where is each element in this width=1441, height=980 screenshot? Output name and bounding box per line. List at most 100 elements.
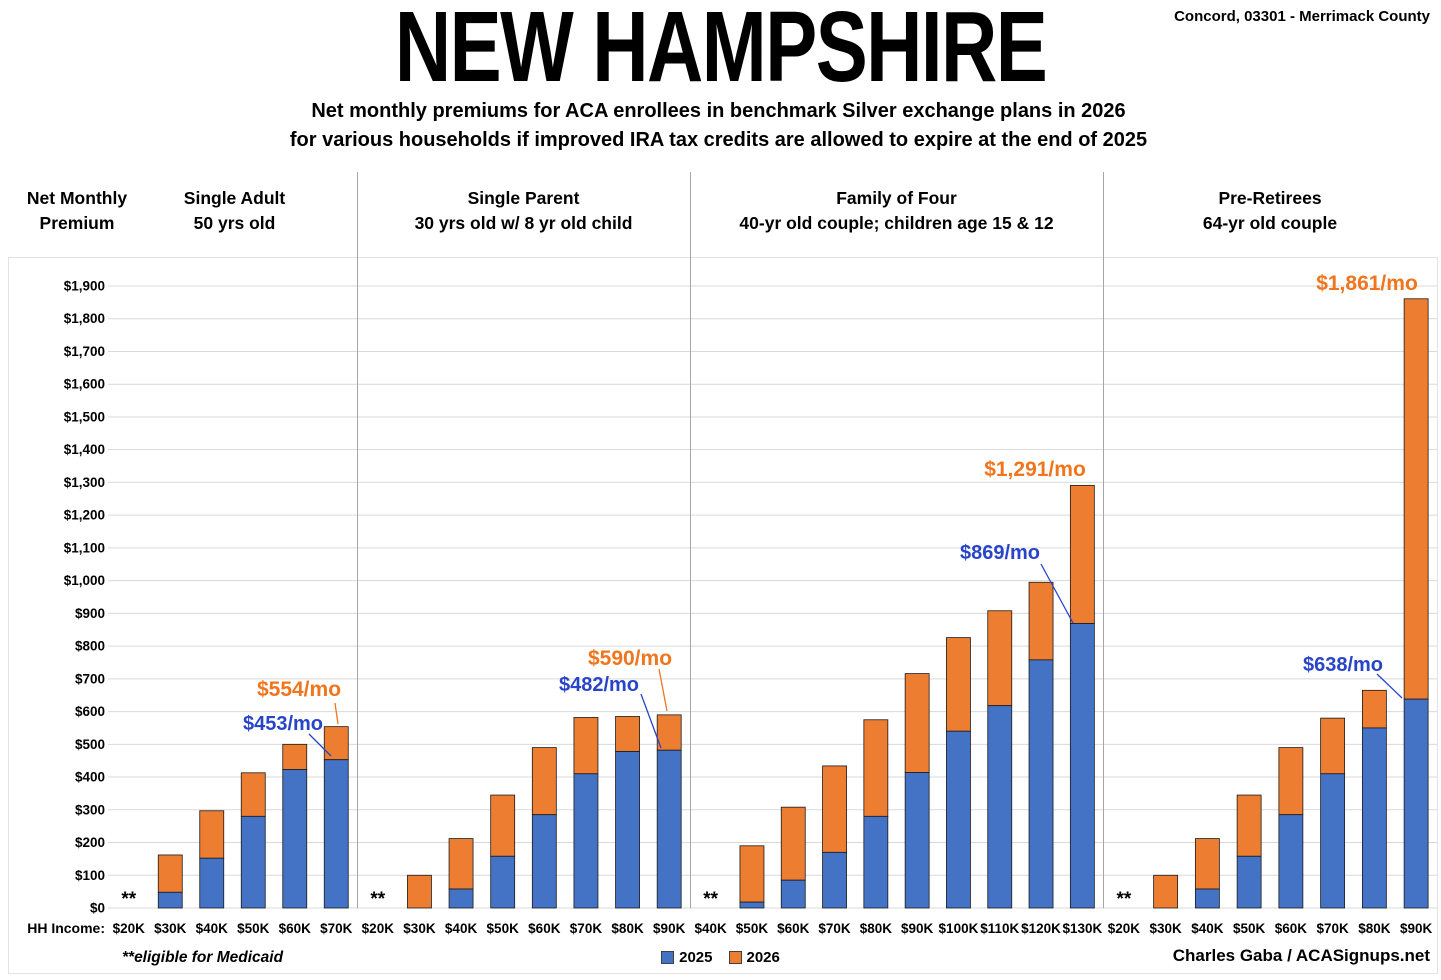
bar-2026-segment xyxy=(1028,581,1054,661)
annotation-leader-line xyxy=(658,668,668,712)
bar-2025-segment xyxy=(157,891,183,909)
y-tick-label: $1,600 xyxy=(64,377,105,392)
bar-2025-segment xyxy=(240,815,266,909)
medicaid-asterisks: ** xyxy=(121,889,136,910)
legend-swatch-2026 xyxy=(728,951,742,964)
x-tick-label: $40K xyxy=(445,921,478,936)
x-tick-label: $50K xyxy=(736,921,769,936)
x-tick-label: $40K xyxy=(196,921,229,936)
y-tick-label: $100 xyxy=(75,868,105,883)
legend-label-2026: 2026 xyxy=(746,949,780,966)
x-tick-label: $20K xyxy=(113,921,146,936)
bar-2026-segment xyxy=(407,874,432,909)
annotation-2025: $482/mo xyxy=(559,674,639,696)
annotation-2025: $869/mo xyxy=(960,542,1040,564)
legend-item-2026: 2026 xyxy=(728,949,780,966)
bar-2026-segment xyxy=(987,610,1013,707)
bar-2026-segment xyxy=(531,747,557,816)
bar-2025-segment xyxy=(199,857,225,909)
x-tick-label: $100K xyxy=(939,921,979,936)
x-tick-label: $130K xyxy=(1062,921,1102,936)
x-tick-label: $70K xyxy=(818,921,851,936)
y-tick-label: $1,200 xyxy=(64,508,105,523)
x-tick-label: $40K xyxy=(695,921,728,936)
bar-2026-segment xyxy=(863,719,889,817)
x-tick-label: $90K xyxy=(653,921,686,936)
x-tick-label: $50K xyxy=(237,921,270,936)
bar-2026-segment xyxy=(1236,794,1262,857)
bar-2026-segment xyxy=(1278,747,1304,816)
bar-2026-segment xyxy=(780,806,806,881)
bar-2026-segment xyxy=(199,810,225,859)
bar-2026-segment xyxy=(1194,838,1220,890)
y-tick-label: $800 xyxy=(75,639,105,654)
bar-2026-segment xyxy=(946,637,971,732)
x-tick-label: $60K xyxy=(528,921,561,936)
y-tick-label: $600 xyxy=(75,704,105,719)
bar-2025-segment xyxy=(987,705,1013,909)
bar-2025-segment xyxy=(573,773,599,909)
bar-2025-segment xyxy=(1403,698,1429,909)
y-tick-label: $1,500 xyxy=(64,409,105,424)
y-tick-label: $200 xyxy=(75,835,105,850)
bar-2026-segment xyxy=(1403,298,1429,700)
y-tick-label: $0 xyxy=(90,901,105,916)
x-tick-label: $80K xyxy=(1358,921,1391,936)
bar-2026-segment xyxy=(615,716,640,752)
bar-2025-segment xyxy=(1069,623,1095,909)
chart-title: NEW HAMPSHIRE xyxy=(394,0,1048,103)
bar-2025-segment xyxy=(1194,888,1220,909)
x-tick-label: $30K xyxy=(154,921,187,936)
legend-label-2025: 2025 xyxy=(679,949,713,966)
bar-2026-segment xyxy=(904,673,930,773)
chart-subtitle-line2: for various households if improved IRA t… xyxy=(289,129,1148,151)
y-tick-label: $1,400 xyxy=(64,442,105,457)
annotation-2026: $1,291/mo xyxy=(984,458,1086,481)
bar-2025-segment xyxy=(282,769,308,909)
y-tick-label: $1,100 xyxy=(64,540,105,555)
y-tick-label: $400 xyxy=(75,770,105,785)
x-tick-label: $80K xyxy=(611,921,644,936)
annotation-2026: $554/mo xyxy=(257,678,341,701)
annotation-2026: $1,861/mo xyxy=(1316,272,1418,295)
bar-2026-segment xyxy=(157,854,183,893)
credit-label: Charles Gaba / ACASignups.net xyxy=(1172,946,1430,965)
bar-2025-segment xyxy=(323,759,349,909)
bar-2026-segment xyxy=(1069,484,1095,624)
y-axis-title: Net Monthly Premium xyxy=(26,188,128,233)
y-tick-label: $1,800 xyxy=(64,311,105,326)
annotation-2025: $638/mo xyxy=(1303,654,1383,676)
x-tick-label: $30K xyxy=(403,921,436,936)
bar-2026-segment xyxy=(656,714,682,751)
bar-2025-segment xyxy=(739,901,765,909)
annotation-leader-line xyxy=(334,702,339,725)
bar-2026-segment xyxy=(573,717,599,775)
bar-2025-segment xyxy=(904,772,930,909)
group-header-pre-retirees: Pre-Retirees 64-yr old couple xyxy=(1202,188,1338,233)
y-tick-label: $700 xyxy=(75,671,105,686)
bar-2026-segment xyxy=(822,765,847,853)
legend: 2025 2026 xyxy=(0,949,1441,966)
x-tick-label: $60K xyxy=(279,921,312,936)
bar-2025-segment xyxy=(946,730,971,909)
x-tick-label: $110K xyxy=(980,921,1019,936)
bar-2026-segment xyxy=(1153,874,1179,909)
bar-2026-segment xyxy=(448,838,474,890)
bar-2026-segment xyxy=(490,794,516,857)
y-tick-label: $1,300 xyxy=(64,475,105,490)
bar-2025-segment xyxy=(531,814,557,909)
bar-2025-segment xyxy=(863,815,889,909)
x-tick-label: $50K xyxy=(1233,921,1266,936)
bar-2026-segment xyxy=(1361,689,1387,729)
annotation-leader-line xyxy=(640,693,662,749)
x-tick-label: $70K xyxy=(320,921,353,936)
bar-2025-segment xyxy=(615,751,640,909)
x-tick-label: $20K xyxy=(362,921,395,936)
x-tick-label: $60K xyxy=(777,921,810,936)
medicaid-asterisks: ** xyxy=(370,889,385,910)
bar-2026-segment xyxy=(282,743,308,770)
plot-frame xyxy=(8,257,1438,974)
bar-2026-segment xyxy=(240,772,266,817)
bar-2025-segment xyxy=(656,749,682,909)
